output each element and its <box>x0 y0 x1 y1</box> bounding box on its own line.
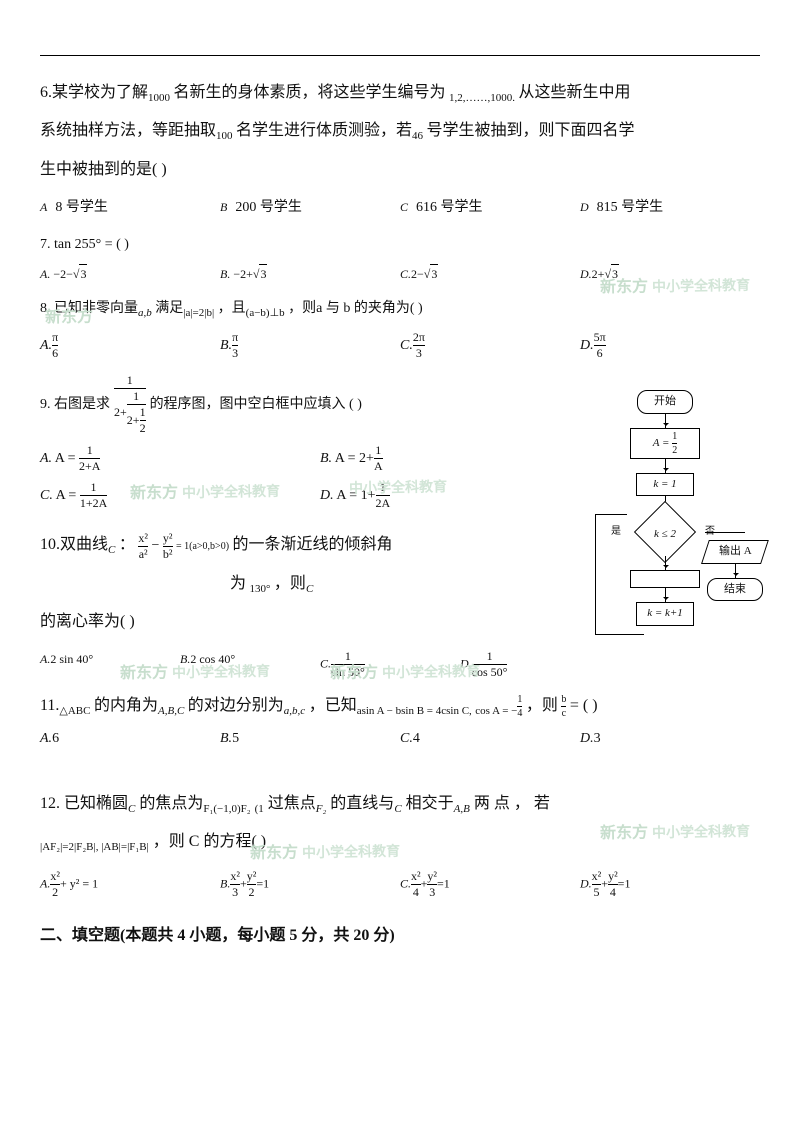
q7: 7. tan 255° = ( ) <box>40 234 760 256</box>
q11-options: A.6 B.5 C.4 D.3 <box>40 728 760 750</box>
fc-step1: A = 12 <box>630 428 700 459</box>
fc-step3: k = k+1 <box>636 602 694 626</box>
q8-options: A.π6 B.π3 C.2π3 D.5π6 <box>40 331 760 360</box>
fc-blank <box>630 570 700 588</box>
fc-output: 输出 A <box>701 540 769 564</box>
fc-start: 开始 <box>637 390 693 414</box>
q7-options: A. −2−3 B. −2+3 C.2−3 D.2+3 <box>40 264 760 284</box>
q12: 12. 已知椭圆C 的焦点为F₁(−1,0)F₂ (1 过焦点F₂ 的直线与C … <box>40 785 760 862</box>
fc-cond: k ≤ 2 是 否 <box>625 510 705 556</box>
q10: 10.双曲线C ： x²a² − y²b² = 1(a>0,b>0) 的一条渐近… <box>40 526 560 641</box>
flowchart: 开始 A = 12 k = 1 k ≤ 2 是 否 k = k+1 输出 A 结… <box>575 390 755 626</box>
section2-heading: 二、填空题(本题共 4 小题，每小题 5 分，共 20 分) <box>40 923 760 949</box>
fc-end: 结束 <box>707 578 763 602</box>
q11: 11.△ABC 的内角为A,B,C 的对边分别为a,b,c ，已知asin A … <box>40 693 760 720</box>
q12-options: A.x²2+ y² = 1 B.x²3+y²2=1 C.x²4+y²3=1 D.… <box>40 870 760 899</box>
fc-step2: k = 1 <box>636 473 694 497</box>
q6-options: A8 号学生 B200 号学生 C616 号学生 D815 号学生 <box>40 197 760 219</box>
q8: 8. 已知非零向量a,b 满足|a|=2|b| ，且(a−b)⊥b ，则a 与 … <box>40 298 760 322</box>
q10-options: A.2 sin 40° B.2 cos 40° C.1sin 50° D.1co… <box>40 650 600 679</box>
q6: 6.某学校为了解1000 名新生的身体素质，将这些学生编号为 1,2,……,10… <box>40 74 760 189</box>
